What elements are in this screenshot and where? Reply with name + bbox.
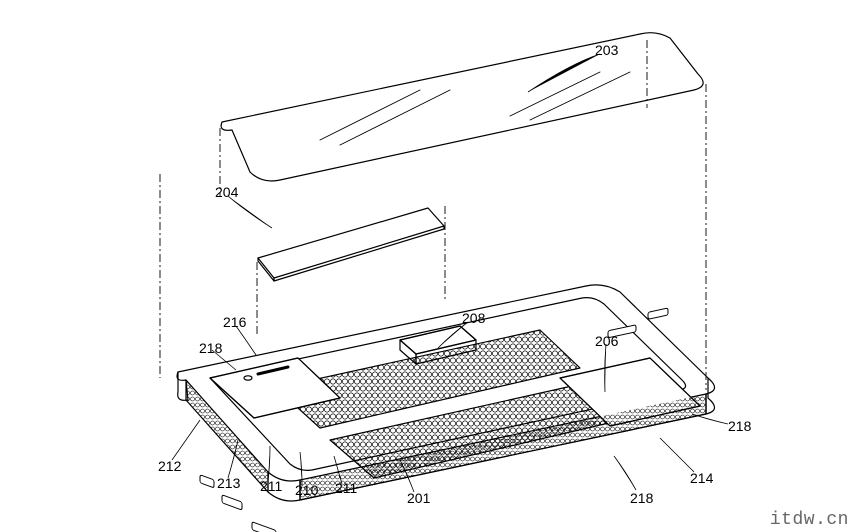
label-218-b: 218 — [630, 490, 653, 506]
watermark: itdw.cn — [770, 510, 849, 530]
label-204: 204 — [215, 184, 238, 200]
display-panel-204 — [258, 208, 444, 278]
label-213: 213 — [217, 475, 240, 491]
label-210: 210 — [295, 482, 318, 498]
side-ports — [200, 475, 306, 532]
label-206: 206 — [595, 333, 618, 349]
label-218-c: 218 — [728, 418, 751, 434]
label-211-a: 211 — [260, 478, 282, 494]
label-201: 201 — [407, 490, 430, 506]
label-214: 214 — [690, 470, 713, 486]
patent-diagram — [0, 0, 853, 532]
label-216: 216 — [223, 314, 246, 330]
label-203: 203 — [595, 42, 618, 58]
label-211-b: 211 — [335, 480, 357, 496]
label-208: 208 — [462, 310, 485, 326]
label-218-a: 218 — [199, 340, 222, 356]
cover-glass-203 — [221, 33, 703, 181]
label-212: 212 — [158, 458, 181, 474]
